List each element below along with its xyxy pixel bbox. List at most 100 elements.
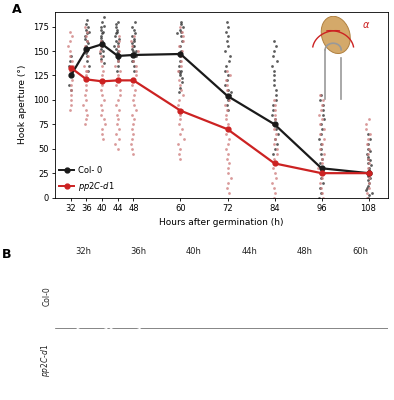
Point [225,72,231,79]
Point [177,82,183,88]
Point [318,146,324,152]
Point [225,165,231,172]
Point [178,106,185,113]
Point [225,43,231,49]
Point [67,72,74,79]
Point [83,26,89,33]
Point [116,53,122,59]
Point [84,38,90,44]
Point [177,116,183,123]
Point [129,40,135,46]
Point [178,20,184,27]
Point [85,53,91,59]
Point [128,141,134,147]
Point [115,38,122,44]
Point [113,131,119,137]
Point [224,38,230,44]
Point [177,53,183,59]
Point [271,116,278,123]
Point [132,18,138,25]
Point [227,92,234,98]
Point [319,160,325,166]
Point [116,106,123,113]
Point [84,58,90,64]
Point [129,121,136,128]
Point [269,121,276,128]
Point [113,38,119,44]
Point [319,141,325,147]
Point [176,62,182,69]
Point [273,175,279,181]
Text: 60h: 60h [352,247,368,256]
Point [366,185,372,191]
Point [101,14,107,20]
Point [82,121,88,128]
Point [315,165,321,172]
Point [115,40,121,46]
Point [175,102,182,108]
Point [84,48,90,54]
Point [131,33,137,40]
Point [82,92,88,98]
Point [98,38,104,44]
Point [225,150,231,157]
Point [112,62,118,69]
Point [114,48,121,54]
Point [84,68,90,74]
Point [271,48,277,54]
Point [365,170,372,176]
Point [86,62,92,69]
Point [225,33,231,40]
Point [366,167,372,174]
Point [365,194,372,201]
Point [365,155,371,162]
Point [176,77,182,84]
Point [99,18,105,25]
Point [228,175,234,181]
Point [131,43,137,49]
Point [67,38,74,44]
Point [270,53,277,59]
Point [129,43,136,49]
Point [367,131,373,137]
Point [224,82,230,88]
Point [69,33,75,40]
Point [225,141,231,147]
Point [177,62,184,69]
Point [67,48,73,54]
Point [130,48,136,54]
Point [98,26,104,33]
Y-axis label: Hook aperture (°): Hook aperture (°) [19,65,28,144]
Point [83,77,89,84]
Point [321,170,327,176]
Point [269,62,275,69]
Point [318,155,325,162]
Point [222,82,229,88]
Point [177,43,184,49]
Point [271,82,277,88]
Point [83,116,89,123]
Point [271,160,277,166]
Point [69,58,75,64]
Point [101,121,108,128]
Point [115,53,121,59]
Point [365,141,371,147]
Text: 44h: 44h [242,247,257,256]
Text: A: A [12,3,22,16]
Point [130,131,136,137]
Point [178,53,184,59]
Point [113,20,119,27]
Point [177,69,183,76]
Point [316,136,322,142]
Point [98,53,105,59]
Point [318,150,324,157]
Point [115,58,121,64]
Point [67,97,74,103]
Point [272,190,279,196]
Point [129,53,136,59]
Point [225,97,231,103]
Point [368,162,374,168]
Point [82,33,88,40]
Point [274,146,280,152]
Point [270,150,276,157]
